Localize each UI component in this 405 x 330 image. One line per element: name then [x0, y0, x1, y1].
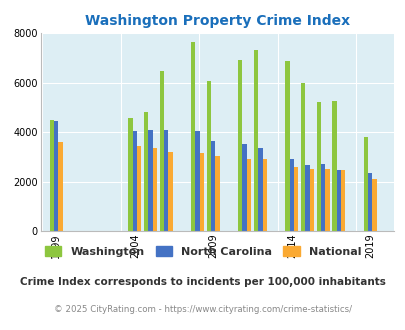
Legend: Washington, North Carolina, National: Washington, North Carolina, National [40, 242, 365, 261]
Bar [309, 169, 313, 231]
Bar [136, 146, 141, 231]
Bar [367, 173, 371, 231]
Bar [258, 148, 262, 231]
Bar [300, 82, 305, 231]
Bar [164, 130, 168, 231]
Text: © 2025 CityRating.com - https://www.cityrating.com/crime-statistics/: © 2025 CityRating.com - https://www.city… [54, 305, 351, 314]
Bar [195, 131, 199, 231]
Bar [293, 167, 298, 231]
Title: Washington Property Crime Index: Washington Property Crime Index [84, 14, 349, 28]
Bar [132, 131, 136, 231]
Bar [215, 155, 220, 231]
Bar [54, 121, 58, 231]
Bar [320, 164, 324, 231]
Bar [206, 81, 211, 231]
Bar [152, 148, 157, 231]
Bar [128, 118, 132, 231]
Bar [331, 101, 336, 231]
Bar [242, 145, 246, 231]
Bar [340, 170, 345, 231]
Bar [58, 142, 63, 231]
Bar [199, 153, 204, 231]
Bar [316, 102, 320, 231]
Bar [211, 141, 215, 231]
Bar [262, 159, 266, 231]
Bar [371, 179, 376, 231]
Bar [143, 112, 148, 231]
Bar [246, 159, 251, 231]
Bar [148, 130, 152, 231]
Bar [305, 165, 309, 231]
Bar [237, 60, 242, 231]
Bar [336, 170, 340, 231]
Bar [289, 159, 293, 231]
Bar [363, 137, 367, 231]
Text: Crime Index corresponds to incidents per 100,000 inhabitants: Crime Index corresponds to incidents per… [20, 278, 385, 287]
Bar [49, 120, 54, 231]
Bar [253, 50, 258, 231]
Bar [324, 169, 329, 231]
Bar [190, 42, 195, 231]
Bar [159, 71, 164, 231]
Bar [284, 61, 289, 231]
Bar [168, 152, 173, 231]
